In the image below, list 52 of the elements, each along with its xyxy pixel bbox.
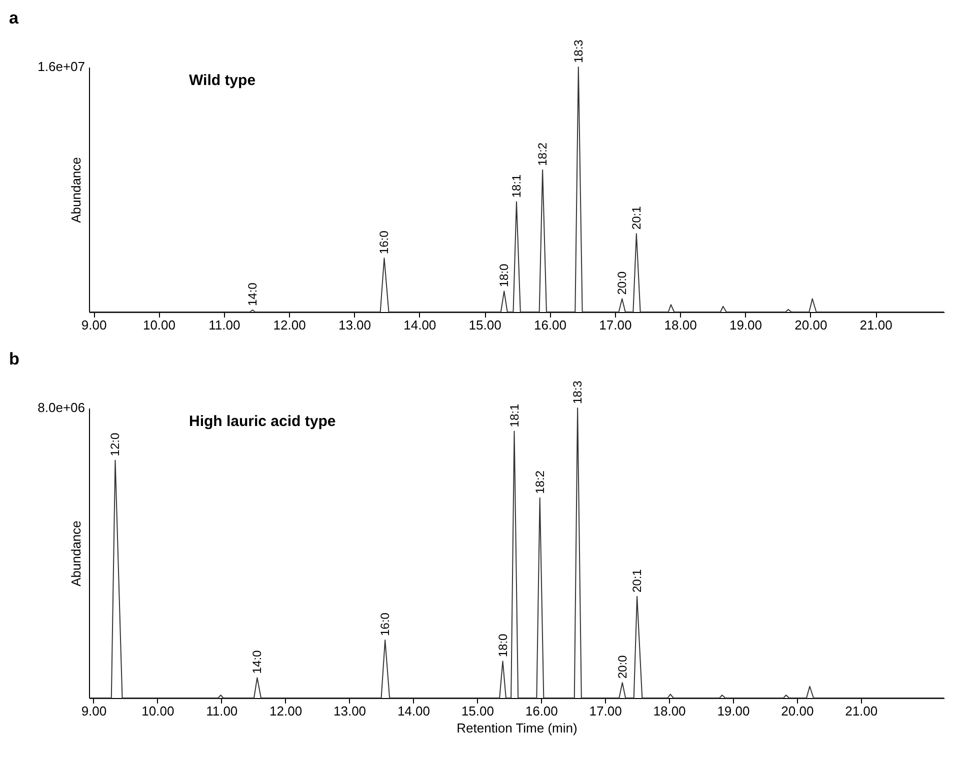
- chart-subtitle: High lauric acid type: [189, 413, 336, 430]
- annotation: 20:0: [615, 654, 630, 679]
- y-axis-title: Abundance: [68, 520, 84, 586]
- annotation: 12:0: [108, 432, 122, 456]
- x-tick-label: 15.00: [461, 704, 494, 718]
- y-axis-title: Abundance: [68, 157, 84, 223]
- x-tick-label: 16.00: [525, 704, 558, 718]
- annotation: 18:1: [507, 404, 522, 428]
- annotation: 18:2: [536, 142, 550, 166]
- x-tick-label: 10.00: [142, 318, 176, 332]
- chart-title: a: [9, 8, 19, 28]
- x-axis-title: Retention Time (min): [456, 720, 578, 736]
- annotation: 14:0: [250, 650, 264, 674]
- x-tick-label: 18.00: [653, 704, 686, 718]
- x-tick-label: 20.00: [781, 704, 814, 718]
- x-tick-label: 11.00: [208, 318, 240, 332]
- x-tick-label: 13.00: [334, 704, 366, 718]
- x-tick-label: 17.00: [599, 318, 632, 332]
- x-tick-label: 10.00: [142, 704, 174, 718]
- x-tick-label: 9.00: [81, 704, 107, 718]
- x-tick-label: 9.00: [81, 318, 107, 332]
- x-tick-label: 15.00: [468, 318, 502, 332]
- x-tick-label: 18.00: [664, 318, 697, 332]
- x-tick-label: 20.00: [794, 318, 828, 332]
- chart-title: b: [9, 350, 20, 369]
- x-tick-label: 14.00: [397, 704, 430, 718]
- annotation: 18:1: [510, 174, 524, 198]
- annotation: 14:0: [246, 282, 260, 306]
- annotation: 18:0: [496, 633, 510, 658]
- annotation: 18:0: [497, 263, 512, 288]
- chart-subtitle: Wild type: [189, 72, 256, 89]
- x-tick-label: 13.00: [338, 318, 372, 332]
- annotation: 18:3: [571, 39, 586, 63]
- annotation: 16:0: [377, 230, 392, 254]
- x-tick-label: 14.00: [404, 318, 436, 332]
- x-tick-label: 11.00: [206, 704, 238, 718]
- x-tick-label: 19.00: [717, 704, 750, 718]
- annotation: 20:1: [630, 568, 644, 592]
- annotation: 16:0: [378, 612, 392, 636]
- annotation: 18:2: [532, 470, 547, 494]
- x-tick-label: 16.00: [534, 318, 567, 332]
- annotation: 18:3: [570, 380, 585, 404]
- x-tick-label: 17.00: [589, 704, 622, 718]
- text: 1.6e+07: [38, 59, 85, 74]
- annotation: 20:0: [615, 271, 630, 295]
- x-tick-label: 21.00: [845, 704, 878, 718]
- text: 8.0e+06: [38, 400, 85, 415]
- x-tick-label: 12.00: [273, 318, 306, 332]
- annotation: 20:1: [629, 206, 644, 230]
- x-tick-label: 21.00: [860, 318, 892, 332]
- x-tick-label: 19.00: [729, 318, 762, 332]
- x-tick-label: 12.00: [270, 704, 302, 718]
